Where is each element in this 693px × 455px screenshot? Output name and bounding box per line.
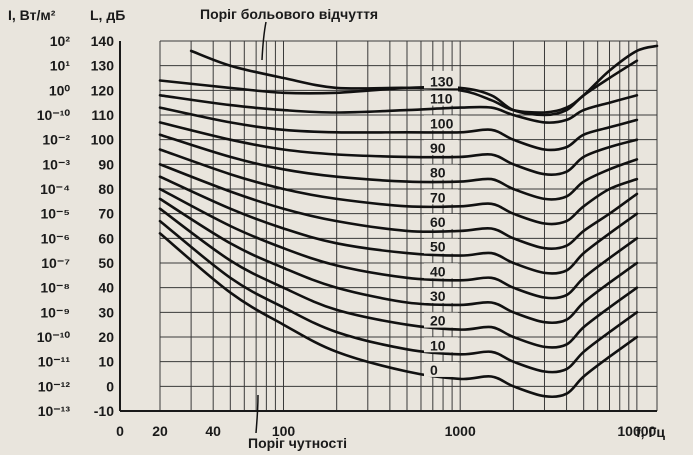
hearing-threshold-leader — [255, 394, 259, 434]
x-tick: 20 — [152, 423, 168, 439]
axis-titles: I, Вт/м² L, дБ f, Гц — [8, 7, 665, 440]
curve-label-bg — [424, 164, 458, 180]
y-tick-db: 130 — [91, 58, 115, 74]
y-tick-db: 60 — [98, 230, 114, 246]
curve-label-30: 30 — [430, 288, 446, 304]
y-tick-intensity: 10⁻⁹ — [40, 304, 70, 320]
y-tick-intensity: 10⁻⁶ — [41, 230, 70, 246]
y-axis-db-ticks: -10 0 10 20 30 40 50 60 70 80 90 100 110 120 130 140 — [91, 33, 115, 419]
x-tick: 0 — [116, 423, 124, 439]
curve-phon-80 — [158, 133, 639, 201]
hearing-threshold-label: Поріг чутності — [248, 435, 347, 451]
y-tick-db: 100 — [91, 132, 115, 148]
y-tick-db: 30 — [98, 304, 114, 320]
y-tick-intensity: 10⁻¹² — [38, 378, 71, 394]
equal-loudness-curves — [158, 44, 659, 399]
curve-label-bg — [424, 90, 458, 106]
y-axis-intensity-title: I, Вт/м² — [8, 7, 56, 23]
y-tick-intensity: 10⁻² — [42, 132, 70, 148]
y-tick-db: 50 — [98, 255, 114, 271]
curve-label-bg — [424, 139, 458, 155]
curve-label-40: 40 — [430, 263, 446, 279]
x-tick: 100 — [272, 423, 296, 439]
pain-threshold-leader — [261, 21, 267, 61]
y-tick-db: 20 — [98, 329, 114, 345]
curve-phon-60 — [158, 163, 639, 251]
y-tick-intensity: 10¹ — [50, 58, 71, 74]
curve-label-60: 60 — [430, 214, 446, 230]
curve-phon-50 — [158, 175, 639, 275]
y-tick-db: 140 — [91, 33, 115, 49]
y-tick-intensity: 10² — [50, 33, 71, 49]
curve-phon-0 — [158, 232, 639, 399]
curve-phon-90 — [158, 121, 639, 177]
curve-label-bg — [424, 189, 458, 205]
y-tick-db: 80 — [98, 181, 114, 197]
y-tick-db: 40 — [98, 280, 114, 296]
y-tick-db: 0 — [106, 378, 114, 394]
curve-label-0: 0 — [430, 362, 438, 378]
y-tick-intensity: 10⁻¹⁰ — [37, 107, 71, 123]
y-tick-intensity: 10⁻⁴ — [40, 181, 70, 197]
curve-label-80: 80 — [430, 165, 446, 181]
pain-threshold-label: Поріг больового відчуття — [200, 6, 378, 22]
curve-label-bg — [424, 337, 458, 353]
curve-label-70: 70 — [430, 189, 446, 205]
annotations: Поріг больового відчуття Поріг чутності — [200, 6, 378, 451]
curve-label-bg — [424, 213, 458, 229]
y-tick-intensity: 10⁻¹⁰ — [37, 329, 71, 345]
curve-label-bg — [424, 287, 458, 303]
curve-label-130: 130 — [430, 73, 454, 89]
x-axis-ticks: 0 20 40 100 1000 10000 — [116, 423, 656, 439]
curve-label-90: 90 — [430, 140, 446, 156]
curve-label-bg — [424, 115, 458, 131]
curve-phon-100 — [158, 106, 639, 152]
curve-phon-30 — [158, 197, 639, 325]
y-tick-intensity: 10⁻³ — [42, 156, 70, 172]
curve-phon-10 — [158, 219, 639, 374]
y-tick-intensity: 10⁻⁷ — [41, 255, 70, 271]
y-tick-intensity: 10⁻¹³ — [38, 403, 71, 419]
curve-label-bg — [424, 312, 458, 328]
curve-phon-110 — [158, 94, 639, 124]
y-axis-intensity-ticks: 10⁻¹³ 10⁻¹² 10⁻¹¹ 10⁻¹⁰ 10⁻⁹ 10⁻⁸ 10⁻⁷ 10⁻⁶ 10⁻⁵… — [37, 33, 71, 419]
curve-phon-40 — [158, 187, 639, 300]
x-tick: 40 — [205, 423, 221, 439]
y-axis-db-title: L, дБ — [90, 7, 125, 23]
curve-label-bg — [424, 73, 458, 89]
curve-label-110: 110 — [430, 91, 453, 107]
y-tick-db: 10 — [98, 354, 114, 370]
curve-phon-20 — [158, 207, 639, 349]
y-tick-intensity: 10⁻⁸ — [40, 280, 70, 296]
x-tick: 1000 — [445, 423, 476, 439]
grid — [119, 40, 658, 412]
y-tick-db: 120 — [91, 82, 115, 98]
y-tick-db: 110 — [91, 107, 114, 123]
x-tick: 10000 — [617, 423, 656, 439]
curve-label-50: 50 — [430, 239, 446, 255]
curve-phon-70 — [158, 148, 639, 226]
y-tick-intensity: 10⁻¹¹ — [38, 354, 71, 370]
y-tick-db: 70 — [98, 206, 114, 222]
curve-label-100: 100 — [430, 115, 454, 131]
curve-label-20: 20 — [430, 313, 446, 329]
x-axis-title: f, Гц — [636, 424, 665, 440]
curve-phon-130 — [189, 44, 659, 114]
y-tick-db: 90 — [98, 156, 114, 172]
curve-label-bg — [424, 263, 458, 279]
y-tick-db: -10 — [94, 403, 114, 419]
curve-label-bg — [424, 361, 458, 377]
y-tick-intensity: 10⁻⁵ — [40, 206, 70, 222]
curve-label-10: 10 — [430, 337, 446, 353]
curve-label-bg — [424, 238, 458, 254]
y-tick-intensity: 10⁰ — [49, 82, 71, 98]
